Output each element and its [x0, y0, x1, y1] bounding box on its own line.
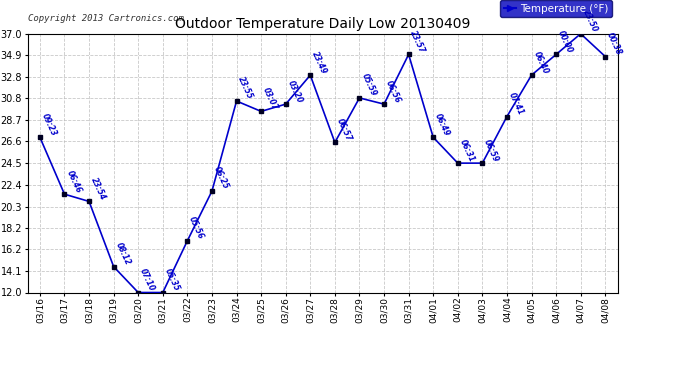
Text: 07:10: 07:10 — [138, 267, 157, 292]
Text: 06:59: 06:59 — [482, 138, 501, 163]
Text: 03:07: 03:07 — [261, 86, 279, 111]
Text: 07:41: 07:41 — [507, 91, 525, 117]
Text: 05:35: 05:35 — [163, 267, 181, 292]
Text: 06:46: 06:46 — [64, 169, 83, 194]
Text: 03:20: 03:20 — [286, 79, 304, 104]
Text: 23:49: 23:49 — [310, 50, 328, 75]
Text: 06:25: 06:25 — [212, 165, 230, 191]
Text: 23:57: 23:57 — [408, 29, 427, 54]
Text: 08:12: 08:12 — [114, 241, 132, 267]
Text: 23:55: 23:55 — [237, 75, 255, 101]
Text: 06:56: 06:56 — [384, 79, 402, 104]
Legend: Temperature (°F): Temperature (°F) — [500, 0, 612, 17]
Text: 06:49: 06:49 — [433, 112, 451, 137]
Text: Copyright 2013 Cartronics.com: Copyright 2013 Cartronics.com — [28, 14, 184, 23]
Text: 06:40: 06:40 — [531, 50, 550, 75]
Title: Outdoor Temperature Daily Low 20130409: Outdoor Temperature Daily Low 20130409 — [175, 17, 471, 31]
Text: 00:38: 00:38 — [605, 31, 624, 57]
Text: 06:57: 06:57 — [335, 117, 353, 142]
Text: 23:54: 23:54 — [89, 176, 108, 201]
Text: 05:56: 05:56 — [188, 215, 206, 241]
Text: 09:23: 09:23 — [40, 112, 58, 137]
Text: 00:00: 00:00 — [556, 29, 574, 54]
Text: 23:50: 23:50 — [581, 8, 599, 34]
Text: 06:31: 06:31 — [457, 138, 476, 163]
Text: 05:59: 05:59 — [359, 72, 377, 98]
